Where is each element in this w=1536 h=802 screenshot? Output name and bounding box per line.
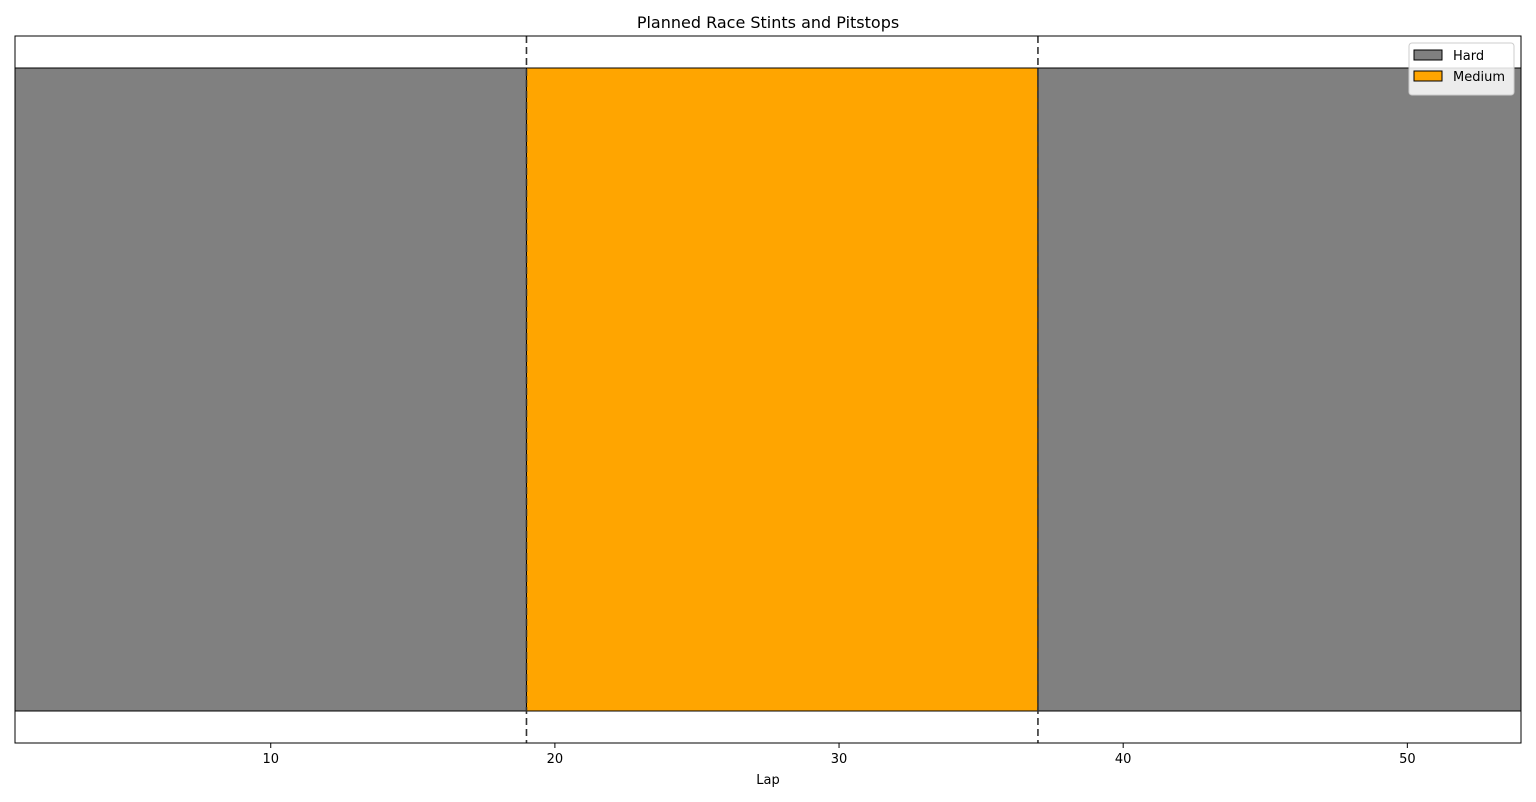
x-tick-label-50: 50 [1399,752,1416,767]
x-axis-ticks: 10 20 30 40 50 [262,743,1416,767]
stint-bar-3-hard [1037,67,1522,712]
chart-title: Planned Race Stints and Pitstops [637,13,899,32]
stint-bar-1-hard [14,67,527,712]
axes-frame [14,35,1522,744]
legend-label-hard: Hard [1453,49,1484,64]
legend-label-medium: Medium [1453,70,1505,85]
x-tick-label-30: 30 [831,752,848,767]
pitstops-layer [525,36,1039,743]
x-tick-label-40: 40 [1115,752,1132,767]
x-tick-label-20: 20 [547,752,564,767]
stints-layer [14,67,1522,712]
x-tick-label-10: 10 [262,752,279,767]
legend-swatch-medium [1413,70,1443,82]
legend-swatch-hard [1413,49,1443,61]
stint-bar-2-medium [525,67,1039,712]
x-axis-label: Lap [756,773,779,788]
legend: Hard Medium [1408,42,1515,96]
